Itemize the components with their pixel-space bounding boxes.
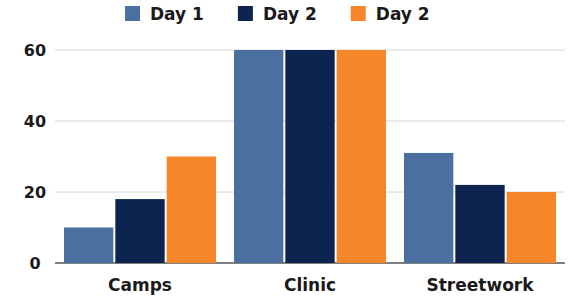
x-tick-label: Streetwork bbox=[426, 275, 534, 295]
y-tick-label: 20 bbox=[24, 183, 46, 202]
legend-swatch bbox=[238, 6, 253, 21]
legend-label: Day 2 bbox=[263, 4, 317, 24]
bar bbox=[115, 199, 164, 263]
chart: 0 20 40 60 Camps Clinic Streetwork Day 1 Day 2 Da… bbox=[0, 0, 586, 301]
bar bbox=[404, 153, 453, 263]
bar bbox=[285, 50, 334, 263]
legend-label: Day 1 bbox=[150, 4, 204, 24]
bar bbox=[64, 228, 113, 264]
y-tick-label: 40 bbox=[24, 112, 46, 131]
x-tick-label: Clinic bbox=[284, 275, 336, 295]
y-tick-label: 0 bbox=[29, 254, 40, 273]
bar bbox=[337, 50, 386, 263]
bars bbox=[64, 50, 556, 263]
legend-swatch bbox=[125, 6, 140, 21]
legend-swatch bbox=[351, 6, 366, 21]
y-tick-label: 60 bbox=[24, 41, 46, 60]
bar bbox=[167, 157, 216, 264]
bar bbox=[507, 192, 556, 263]
legend-label: Day 2 bbox=[376, 4, 430, 24]
x-tick-label: Camps bbox=[108, 275, 172, 295]
bar bbox=[455, 185, 504, 263]
bar bbox=[234, 50, 283, 263]
